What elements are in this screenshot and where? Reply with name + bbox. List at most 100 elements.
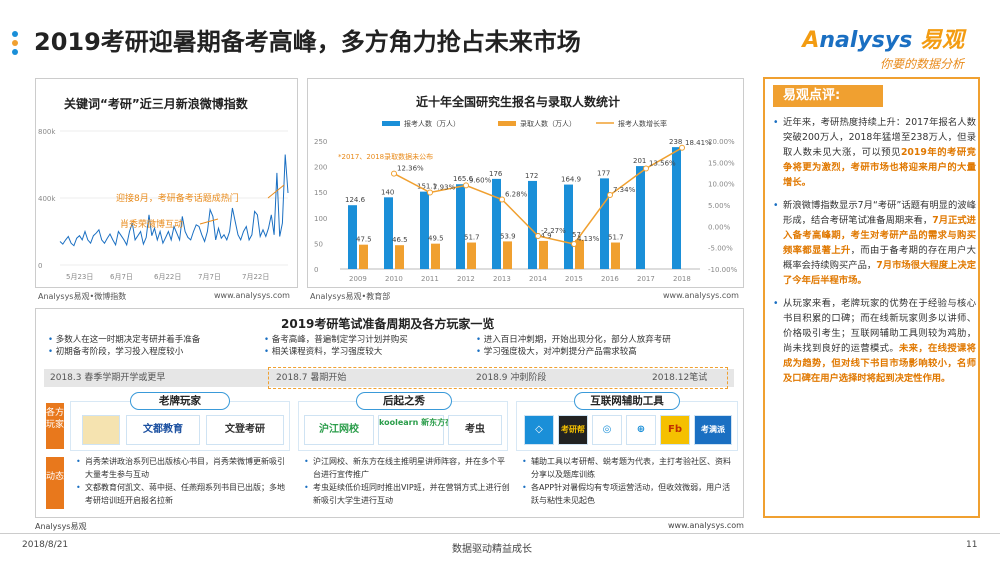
weibo-series-line <box>59 154 289 247</box>
weibo-source: Analysys易观•微博指数 <box>38 292 127 301</box>
cycle-title: 2019考研笔试准备周期及各方玩家一览 <box>281 317 495 331</box>
bar-x-tick: 2012 <box>457 275 475 283</box>
cycle-bullets-3: • 进入百日冲刺期，开始出现分化，部分人放弃考研 • 学习强度极大，对冲刺提分产… <box>476 335 671 357</box>
bar-x-tick: 2017 <box>637 275 655 283</box>
weibo-y-tick: 800k <box>38 128 56 136</box>
growth-point-label: 18.41% <box>685 139 712 147</box>
bar-y-tick-left: 150 <box>314 189 327 197</box>
prep-cycle-panel: 2019考研笔试准备周期及各方玩家一览 • 多数人在这一时期决定考研并着手准备 … <box>35 308 744 518</box>
hujiang-logo: 沪江网校 <box>304 415 374 445</box>
growth-point-label: 9.60% <box>469 176 492 184</box>
bar-x-tick: 2011 <box>421 275 439 283</box>
growth-point-label: 12.36% <box>397 165 424 173</box>
bar-apply <box>564 184 573 269</box>
bar-admit <box>395 245 404 269</box>
kaomanpai-logo: 考满派 <box>694 415 732 445</box>
veteran-actions: 肖秀荣讲政治系列已出版核心书目，肖秀荣微博更新吸引大量考生参与互动 文都教育何凯… <box>76 455 291 507</box>
growth-point <box>535 233 541 240</box>
enrollment-bar-chart: 报考人数（万人） 录取人数（万人） 报考人数增长率 0 50 100 150 200 250 -1… <box>314 119 738 283</box>
commentary-panel: 易观点评: 近年来，考研热度持续上升：2017年报名人数突破200万人，2018… <box>763 77 980 518</box>
growth-point-label: 13.56% <box>649 159 676 167</box>
bar-admit <box>575 239 584 269</box>
commentary-heading: 易观点评: <box>773 85 883 107</box>
weibo-line-chart: 800k 400k 0 5月23日 6月7日 6月22日 7月7日 7月22日 迎接8月，考研备… <box>38 128 289 281</box>
footer-date: 2018/8/21 <box>22 540 69 550</box>
growth-point-label: 7.34% <box>613 186 636 194</box>
bar-apply-label: 151.1 <box>417 183 437 191</box>
legend-growth-label: 报考人数增长率 <box>618 119 667 128</box>
bar-apply <box>456 184 465 269</box>
growth-point <box>643 165 649 172</box>
bar-admit <box>503 241 512 269</box>
brand-logo: Analysys 易观 你要的数据分析 <box>802 28 964 71</box>
bar-source: Analysys易观•教育部 <box>310 292 391 301</box>
bar-chart-title: 近十年全国研究生报名与录取人数统计 <box>416 95 621 109</box>
weibo-annotation-xiao: 肖秀荣微博互动 <box>120 218 183 230</box>
bar-y-tick-right: 20.00% <box>708 138 735 146</box>
rising-actions: 沪江网校、新东方在线主推明星讲师阵容，并在多个平台进行宣传推广 考虫延续低价班同… <box>304 455 512 507</box>
bar-apply-label: 124.6 <box>345 196 366 204</box>
commentary-list: 近年来，考研热度持续上升：2017年报名人数突破200万人，2018年猛增至23… <box>771 115 976 394</box>
growth-point <box>463 182 469 189</box>
bar-y-tick-right: -5.00% <box>708 245 733 253</box>
weibo-y-tick: 400k <box>38 195 56 203</box>
bar-y-tick-right: 15.00% <box>708 159 735 167</box>
bar-y-tick-right: -10.00% <box>708 266 738 274</box>
weibo-y-tick: 0 <box>38 262 42 270</box>
weibo-x-tick: 7月7日 <box>198 273 221 281</box>
bar-apply <box>348 205 357 269</box>
footer-url: www.analysys.com <box>668 521 744 530</box>
growth-point <box>679 144 685 151</box>
commentary-point-3: 从玩家来看，老牌玩家的优势在于经验与核心书目积累的口碑；而在线新玩家则多以讲师、… <box>771 296 976 386</box>
commentary-point-2: 新浪微博指数显示7月“考研”话题有明显的波峰形成，结合考研笔试准备周期来看，7月… <box>771 198 976 288</box>
timeline-bar <box>44 369 734 387</box>
bar-admit-label: 54.9 <box>536 232 552 240</box>
growth-point <box>391 170 397 177</box>
growth-point-label: 4.13% <box>577 235 600 243</box>
timeline-highlight <box>268 367 728 389</box>
cycle-bullets-2: • 备考高峰，普遍制定学习计划并购买 • 相关课程资料，学习强度较大 <box>264 335 408 357</box>
bar-apply-label: 165.6 <box>453 175 474 183</box>
app-icon-1: ◇ <box>524 415 554 445</box>
players-tag: 各方玩家 <box>46 403 64 449</box>
bar-admit-label: 51.7 <box>608 234 624 242</box>
growth-point-label: -2.27% <box>541 227 566 235</box>
stage-exam: 2018.12笔试 <box>652 373 708 383</box>
bar-chart-note: *2017、2018录取数据未公布 <box>338 152 433 161</box>
legend-apply-swatch <box>382 121 400 126</box>
bar-apply-label: 164.9 <box>561 176 581 184</box>
book-icon <box>82 415 120 445</box>
fb-logo: Fb <box>660 415 690 445</box>
legend-admit-swatch <box>498 121 516 126</box>
bar-y-tick-left: 200 <box>314 164 327 172</box>
kaoyanbang-logo: 考研帮 <box>558 415 588 445</box>
weibo-source-url: www.analysys.com <box>214 291 290 300</box>
bar-y-tick-left: 50 <box>314 240 323 248</box>
bar-source-url: www.analysys.com <box>663 291 739 300</box>
bar-admit-label: 49.5 <box>428 235 444 243</box>
footer-divider <box>0 533 1000 534</box>
bar-y-tick-right: 10.00% <box>708 181 735 189</box>
bar-apply <box>384 197 393 269</box>
bar-x-tick: 2009 <box>349 275 367 283</box>
bar-apply <box>636 166 645 269</box>
weibo-index-panel: 关键词“考研”近三月新浪微博指数 800k 400k 0 5月23日 6月7日 6月22日… <box>35 78 298 301</box>
stage-summer: 2018.7 暑期开始 <box>276 373 347 383</box>
legend-apply-label: 报考人数（万人） <box>404 119 460 128</box>
growth-point-label: 7.93% <box>433 183 456 191</box>
weibo-x-tick: 7月22日 <box>242 273 269 281</box>
bar-y-tick-left: 100 <box>314 215 327 223</box>
bar-apply-label: 177 <box>597 169 610 177</box>
app-icon-4: ⊕ <box>626 415 656 445</box>
bar-apply <box>672 147 681 269</box>
group-title-rising: 后起之秀 <box>356 392 452 410</box>
cycle-bullets-1: • 多数人在这一时期决定考研并着手准备 • 初期备考阶段，学习投入程度较小 <box>48 335 201 357</box>
bar-apply-label: 238 <box>669 138 682 146</box>
bar-admit <box>467 242 476 269</box>
weibo-x-tick: 6月7日 <box>110 273 133 281</box>
bar-apply-label: 201 <box>633 157 646 165</box>
footer-slogan: 数据驱动精益成长 <box>452 544 532 555</box>
bar-x-tick: 2016 <box>601 275 619 283</box>
bar-apply <box>492 178 501 269</box>
bar-apply-label: 172 <box>525 172 538 180</box>
